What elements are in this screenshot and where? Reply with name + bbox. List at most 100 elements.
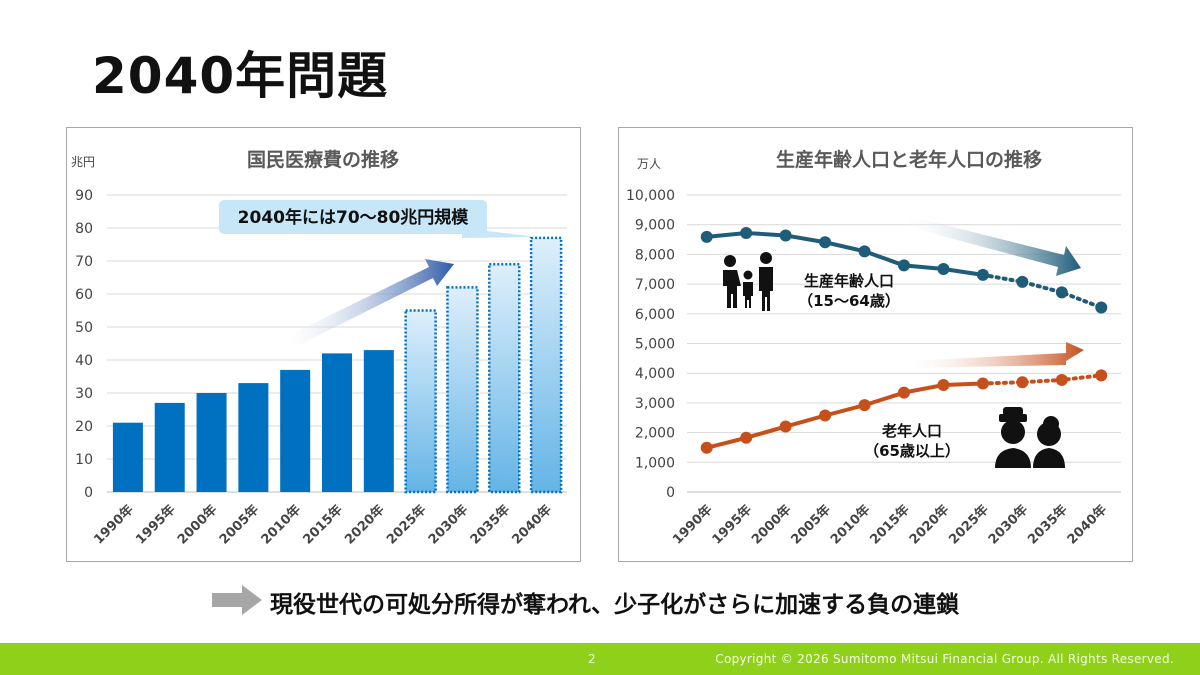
- data-point: [937, 378, 950, 391]
- data-point: [976, 268, 989, 281]
- y-axis-unit: 兆円: [71, 155, 95, 169]
- y-tick-label: 30: [75, 386, 93, 402]
- x-tick-label: 2030年: [985, 502, 1031, 548]
- data-point: [700, 441, 713, 454]
- data-point: [1016, 275, 1029, 288]
- y-tick-label: 60: [75, 287, 93, 303]
- y-tick-label: 8,000: [635, 247, 675, 263]
- data-point: [858, 245, 871, 258]
- y-tick-label: 70: [75, 254, 93, 270]
- medical-cost-chart-panel: 国民医療費の推移 兆円 0 10 20 30 40 50 60 70 80 90 1990年 1995年 2…: [66, 127, 581, 562]
- y-tick-label: 7,000: [635, 277, 675, 293]
- x-tick-label: 2035年: [1025, 502, 1071, 548]
- y-tick-label: 10,000: [626, 188, 675, 204]
- series-label-elderly: 老年人口: [881, 422, 942, 440]
- data-point: [819, 409, 832, 422]
- page-title: 2040年問題: [92, 47, 389, 105]
- data-point: [779, 420, 792, 433]
- x-tick-label: 2000年: [174, 502, 220, 548]
- series-sublabel-elderly: （65歳以上）: [864, 442, 960, 460]
- page-number: 2: [588, 652, 596, 666]
- bar-projected: [404, 309, 437, 494]
- bar-projected: [529, 236, 563, 494]
- bar-projected: [488, 263, 521, 494]
- footer-bar: [0, 643, 1200, 675]
- x-tick-label: 1990年: [91, 502, 137, 548]
- y-tick-label: 4,000: [635, 366, 675, 382]
- conclusion-text: 現役世代の可処分所得が奪われ、少子化がさらに加速する負の連鎖: [270, 592, 960, 618]
- y-tick-label: 3,000: [635, 396, 675, 412]
- x-tick-label: 1990年: [669, 502, 715, 548]
- copyright-text: Copyright © 2026 Sumitomo Mitsui Financi…: [715, 652, 1174, 666]
- x-tick-label: 2025年: [946, 502, 992, 548]
- x-tick-label: 2005年: [788, 502, 834, 548]
- y-tick-label: 50: [75, 320, 93, 336]
- y-tick-label: 80: [75, 221, 93, 237]
- x-tick-label: 2015年: [300, 502, 346, 548]
- series-line-projected: [980, 272, 1104, 310]
- elderly-couple-icon: [995, 407, 1065, 468]
- y-tick-label: 10: [75, 452, 93, 468]
- population-chart: 生産年齢人口と老年人口の推移 万人 0 1,000 2,000 3,000 4,000 5,0…: [626, 148, 1121, 548]
- medical-cost-chart: 国民医療費の推移兆円01020304050607080901990年1995年2…: [71, 148, 567, 548]
- bar: [322, 353, 352, 492]
- data-point: [700, 230, 713, 243]
- y-tick-label: 5,000: [635, 337, 675, 353]
- x-tick-label: 2020年: [342, 502, 388, 548]
- series-line-projected: [980, 373, 1104, 386]
- data-point: [740, 227, 753, 240]
- x-tick-label: 2030年: [425, 502, 471, 548]
- data-point: [740, 431, 753, 444]
- x-tick-label: 2015年: [867, 502, 913, 548]
- data-point: [1055, 286, 1068, 299]
- chart-title: 国民医療費の推移: [247, 148, 399, 171]
- right-arrow-icon: [212, 585, 262, 615]
- bar: [154, 402, 185, 492]
- data-point: [1095, 369, 1108, 382]
- family-icon: [723, 252, 773, 311]
- x-tick-label: 2010年: [258, 502, 304, 548]
- x-tick-label: 2010年: [827, 502, 873, 548]
- x-tick-label: 2000年: [748, 502, 794, 548]
- y-axis-unit: 万人: [637, 157, 661, 171]
- chart-title: 生産年齢人口と老年人口の推移: [776, 148, 1042, 171]
- y-tick-label: 0: [666, 485, 675, 501]
- bar: [196, 393, 227, 492]
- series-line: [706, 231, 984, 277]
- trend-arrow-elderly: [907, 342, 1084, 368]
- bar: [280, 369, 311, 492]
- data-point: [1095, 301, 1108, 314]
- x-tick-label: 2040年: [1064, 502, 1110, 548]
- bar: [238, 383, 269, 492]
- x-tick-label: 2020年: [906, 502, 952, 548]
- bar: [112, 422, 143, 492]
- data-point: [819, 236, 832, 249]
- y-tick-label: 9,000: [635, 218, 675, 234]
- x-tick-label: 2005年: [216, 502, 262, 548]
- series-sublabel-working-age: （15～64歳）: [798, 292, 900, 310]
- trend-arrow-working-age: [905, 216, 1081, 276]
- y-tick-label: 90: [75, 188, 93, 204]
- callout-text: 2040年には70～80兆円規模: [238, 207, 470, 228]
- data-point: [898, 259, 910, 272]
- data-point: [779, 229, 792, 242]
- x-tick-label: 2035年: [467, 502, 513, 548]
- data-point: [898, 386, 910, 399]
- data-point: [858, 399, 871, 412]
- data-point: [1055, 373, 1068, 386]
- population-chart-panel: 生産年齢人口と老年人口の推移 万人 0 1,000 2,000 3,000 4,000 5,0…: [618, 127, 1133, 562]
- y-tick-label: 0: [84, 485, 93, 501]
- y-tick-label: 2,000: [635, 426, 675, 442]
- x-tick-label: 2040年: [509, 502, 555, 548]
- callout-box: [219, 200, 487, 234]
- series-line: [706, 381, 983, 450]
- y-tick-label: 6,000: [635, 307, 675, 323]
- y-tick-label: 1,000: [635, 455, 675, 471]
- bar-projected: [446, 286, 479, 494]
- x-tick-label: 1995年: [132, 502, 178, 548]
- x-tick-label: 2025年: [383, 502, 429, 548]
- bar: [363, 350, 394, 492]
- trend-arrow: [287, 259, 454, 348]
- data-point: [1016, 376, 1029, 389]
- data-point: [937, 262, 950, 275]
